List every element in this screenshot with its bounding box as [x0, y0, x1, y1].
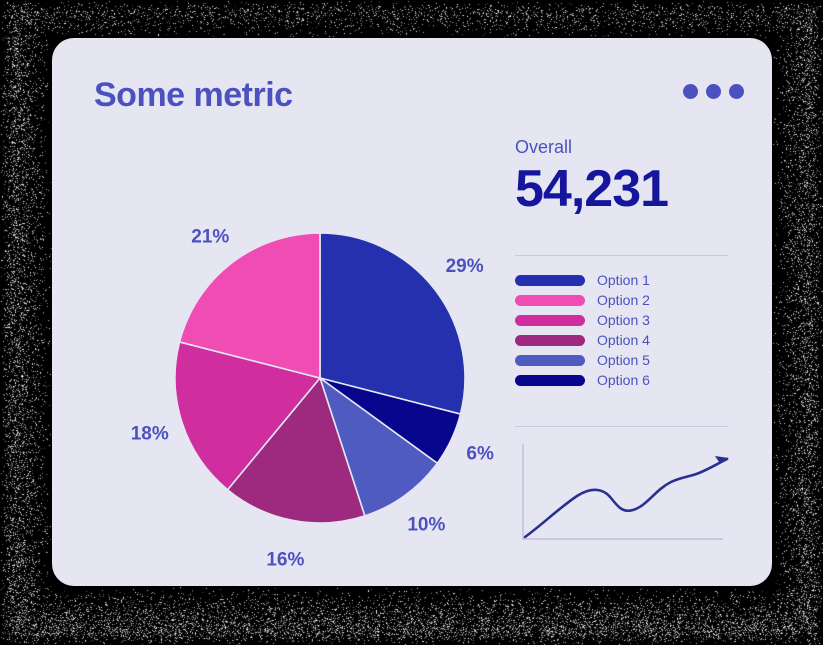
legend-item[interactable]: Option 4	[515, 330, 745, 350]
sparkline-path	[525, 459, 727, 537]
legend-item-label: Option 3	[597, 312, 650, 328]
pie-chart[interactable]: 29% 6% 10% 16% 18% 21%	[52, 148, 507, 578]
legend-swatch	[515, 355, 585, 366]
kebab-dot-1	[683, 84, 698, 99]
sparkline-axes	[523, 444, 723, 539]
legend-swatch	[515, 275, 585, 286]
legend-item[interactable]: Option 1	[515, 270, 745, 290]
pie-slice-percent-label: 6%	[466, 443, 494, 464]
legend-item-label: Option 6	[597, 372, 650, 388]
kebab-dot-2	[706, 84, 721, 99]
pie-slice-percent-label: 29%	[446, 256, 484, 277]
legend-item-label: Option 4	[597, 332, 650, 348]
pie-slice-percent-label: 10%	[407, 514, 445, 535]
metric-card: Some metric 29% 6% 10% 16% 18% 21% Overall 54…	[52, 38, 772, 586]
summary-panel: Overall 54,231	[515, 138, 755, 217]
legend-swatch	[515, 335, 585, 346]
pie-slice-percent-label: 16%	[266, 550, 304, 571]
overall-value: 54,231	[515, 162, 755, 217]
pie-slice-percent-label: 21%	[191, 227, 229, 248]
page-title: Some metric	[94, 76, 293, 115]
pie-chart-svg: 29% 6% 10% 16% 18% 21%	[52, 148, 507, 578]
legend-swatch	[515, 375, 585, 386]
divider-bottom	[515, 426, 728, 427]
divider-top	[515, 255, 728, 256]
trend-sparkline[interactable]	[515, 438, 745, 548]
kebab-menu-icon[interactable]	[683, 84, 744, 99]
pie-slices	[175, 233, 465, 523]
legend-item[interactable]: Option 2	[515, 290, 745, 310]
legend-item-label: Option 2	[597, 292, 650, 308]
legend-item[interactable]: Option 5	[515, 350, 745, 370]
kebab-dot-3	[729, 84, 744, 99]
legend-swatch	[515, 295, 585, 306]
legend: Option 1 Option 2 Option 3 Option 4 Option 5…	[515, 270, 745, 390]
legend-item[interactable]: Option 3	[515, 310, 745, 330]
pie-slice-percent-label: 18%	[131, 423, 169, 444]
legend-item-label: Option 5	[597, 352, 650, 368]
legend-item-label: Option 1	[597, 272, 650, 288]
overall-label: Overall	[515, 138, 755, 156]
screenshot-stage: Some metric 29% 6% 10% 16% 18% 21% Overall 54…	[0, 0, 823, 645]
legend-item[interactable]: Option 6	[515, 370, 745, 390]
trend-sparkline-svg	[515, 438, 745, 548]
legend-swatch	[515, 315, 585, 326]
